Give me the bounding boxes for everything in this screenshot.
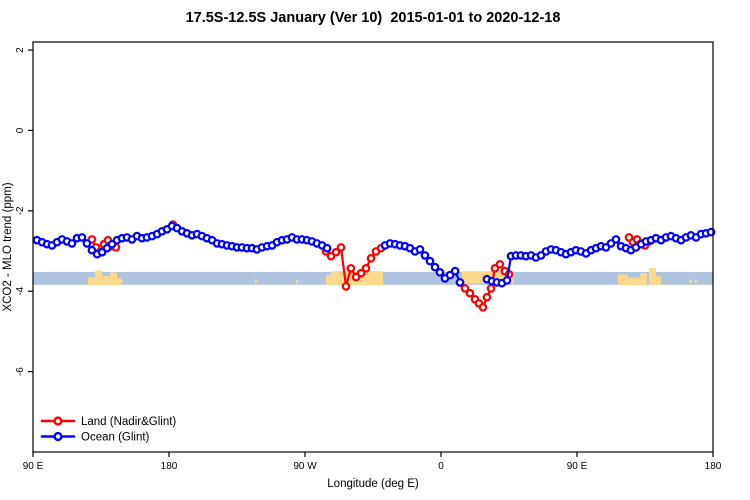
- land-shading-patch: [617, 274, 628, 286]
- data-point-marker: [455, 278, 465, 287]
- land-shading-patch: [254, 279, 257, 284]
- data-point-marker: [502, 276, 512, 285]
- data-point-marker: [482, 292, 492, 302]
- data-point-marker: [361, 263, 371, 273]
- y-tick-label: 2: [15, 47, 26, 53]
- land-shading-patch: [117, 277, 121, 286]
- data-point-marker: [478, 302, 488, 312]
- data-point-marker: [67, 239, 77, 248]
- legend-entry-label: Land (Nadir&Glint): [81, 416, 176, 428]
- y-tick-label: -6: [15, 367, 26, 376]
- data-point-marker: [341, 282, 351, 291]
- land-shading-patch: [649, 267, 657, 286]
- data-point-marker: [82, 239, 92, 248]
- data-point-marker: [366, 253, 376, 263]
- data-point-marker: [415, 245, 425, 254]
- data-point-marker: [87, 245, 97, 255]
- x-tick-label: 90 W: [293, 461, 317, 472]
- y-tick-label: -2: [15, 206, 26, 215]
- data-point-marker: [465, 288, 475, 298]
- x-axis-title: Longitude (deg E): [327, 478, 419, 490]
- legend-entry-label: Ocean (Glint): [81, 432, 150, 444]
- x-tick-label: 90 E: [567, 461, 588, 472]
- data-point-marker: [336, 243, 346, 252]
- land-shading-patch: [326, 275, 331, 286]
- y-axis-title: XCO2 - MLO trend (ppm): [2, 182, 14, 311]
- x-tick-label: 90 E: [23, 461, 44, 472]
- data-point-marker: [611, 235, 621, 244]
- data-point-marker: [356, 268, 366, 278]
- data-point-marker: [425, 256, 435, 266]
- land-shading-patch: [627, 277, 641, 286]
- land-shading-patch: [110, 272, 118, 286]
- legend-marker-sample: [53, 431, 63, 442]
- x-tick-label: 0: [438, 461, 444, 472]
- land-shading-patch: [695, 279, 698, 284]
- land-shading-patch: [295, 279, 299, 284]
- x-tick-label: 180: [161, 461, 178, 472]
- land-shading-patch: [120, 279, 123, 284]
- plot-border: [32, 41, 714, 453]
- land-shading-patch: [102, 275, 111, 286]
- data-point-marker: [430, 262, 440, 272]
- data-point-marker: [331, 247, 341, 257]
- data-point-marker: [460, 284, 470, 293]
- land-shading-patch: [94, 270, 103, 286]
- chart-title: 17.5S-12.5S January (Ver 10) 2015-01-01 …: [185, 10, 561, 26]
- data-point-marker: [450, 266, 460, 276]
- legend-marker-sample: [53, 416, 63, 426]
- x-tick-label: 180: [705, 461, 722, 472]
- data-point-marker: [495, 259, 505, 269]
- land-shading-patch: [689, 279, 692, 284]
- land-shading-patch: [640, 273, 647, 286]
- data-point-marker: [420, 251, 430, 260]
- data-point-marker: [322, 243, 332, 253]
- y-tick-label: -4: [15, 286, 26, 295]
- data-point-marker: [435, 267, 445, 277]
- chart-layer: 90 E 180 90 W 0 90 E 180 2 0 -2 -4 -6 Land (Nadir&G…: [15, 41, 722, 472]
- land-shading-patch: [656, 275, 662, 286]
- data-point-marker: [346, 263, 356, 273]
- y-tick-label: 0: [15, 127, 26, 133]
- data-point-marker: [77, 233, 87, 242]
- land-shading-patch: [88, 277, 95, 286]
- data-point-marker: [486, 284, 496, 293]
